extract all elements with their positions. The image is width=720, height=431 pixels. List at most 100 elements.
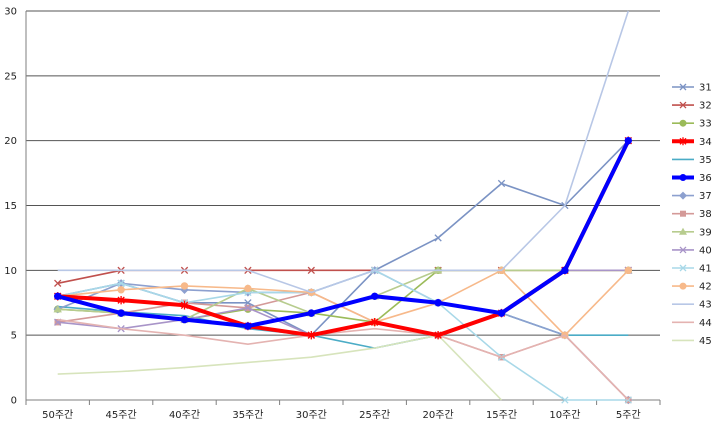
x-tick-label: 40주간 [169,409,200,421]
y-tick-label: 25 [4,71,17,82]
data-point [244,304,252,312]
data-point [371,292,379,300]
data-point [679,191,687,200]
legend-label: 35 [699,155,712,166]
data-point [434,234,442,242]
data-point [679,119,687,127]
data-point [561,266,569,275]
data-point [117,286,125,294]
data-point [117,309,125,317]
data-point [53,305,62,313]
data-point [307,309,315,317]
x-tick-label: 35주간 [232,409,263,421]
data-point [680,210,686,217]
legend-item-32: 32 [672,101,712,112]
data-point [679,137,687,146]
data-point [624,136,632,145]
legend-label: 33 [699,119,712,130]
data-point [679,174,687,181]
data-point [54,292,62,300]
data-point [54,279,62,287]
data-point [679,264,687,272]
data-point [371,318,379,327]
y-tick-label: 0 [11,396,17,407]
x-tick-label: 45주간 [106,409,137,421]
legend-label: 41 [699,264,712,275]
legend-item-43: 43 [672,300,712,311]
data-point [679,246,687,254]
data-point [244,322,252,330]
legend-label: 44 [699,318,712,329]
data-point [679,282,687,290]
series-31 [54,137,632,339]
data-point [307,330,315,340]
legend-item-37: 37 [672,191,712,202]
data-point [561,396,569,404]
data-point [434,299,442,307]
x-tick-label: 25주간 [359,409,390,421]
series-line [57,139,631,329]
legend-label: 40 [699,245,712,256]
data-point [117,295,125,305]
legend-item-34: 34 [672,137,712,148]
legend-label: 34 [699,137,712,148]
data-point [497,179,506,188]
data-point [180,301,189,310]
legend-item-36: 36 [672,173,712,184]
legend-item-44: 44 [672,318,712,329]
x-tick-label: 50주간 [42,409,73,421]
legend-label: 31 [699,83,712,94]
legend-label: 45 [699,336,712,347]
legend-item-42: 42 [672,282,712,293]
y-tick-label: 15 [4,201,17,212]
legend-label: 38 [699,209,712,220]
legend-label: 42 [699,282,712,293]
data-point [679,101,687,109]
data-point [497,309,506,317]
y-tick-label: 20 [4,136,17,147]
legend-item-38: 38 [672,209,712,220]
data-point [624,266,632,275]
series-45 [57,334,503,401]
series-line [57,334,503,401]
legend-item-40: 40 [672,245,712,256]
x-tick-label: 10주간 [549,409,580,421]
series-line [57,269,629,336]
y-tick-label: 5 [11,331,17,342]
data-point [679,83,687,91]
legend-item-35: 35 [672,155,712,166]
legend-item-33: 33 [672,119,712,130]
series-44 [57,318,629,401]
data-point [180,315,189,324]
axis-layer: 0 5 10 15 20 25 30 50주간 45주간 40주간 35주간 30주간 25주간 20주간… [4,7,661,421]
data-point [117,279,125,287]
legend: 31 32 33 34 35 36 37 38 39 40 41 42 43 44 45 [672,83,712,347]
series-43 [57,10,630,294]
legend-label: 39 [699,227,712,238]
series-line [57,318,629,401]
data-point [307,266,315,274]
series-line [57,291,629,401]
x-tick-label: 15주간 [486,409,517,421]
data-point [679,227,687,235]
legend-label: 36 [699,173,712,184]
x-tick-label: 30주간 [296,409,327,421]
y-tick-label: 10 [4,266,17,277]
legend-label: 43 [699,300,712,311]
legend-label: 37 [699,191,712,202]
series-layer [53,10,633,405]
legend-item-31: 31 [672,83,712,94]
data-point [180,282,189,290]
x-tick-label: 5주간 [616,409,641,421]
series-36 [54,136,632,330]
legend-item-41: 41 [672,264,712,275]
y-tick-label: 30 [4,7,17,18]
x-tick-label: 20주간 [423,409,454,421]
series-line [57,10,630,294]
series-34 [54,136,632,340]
legend-item-45: 45 [672,336,712,347]
legend-label: 32 [699,101,712,112]
legend-item-39: 39 [672,227,712,238]
